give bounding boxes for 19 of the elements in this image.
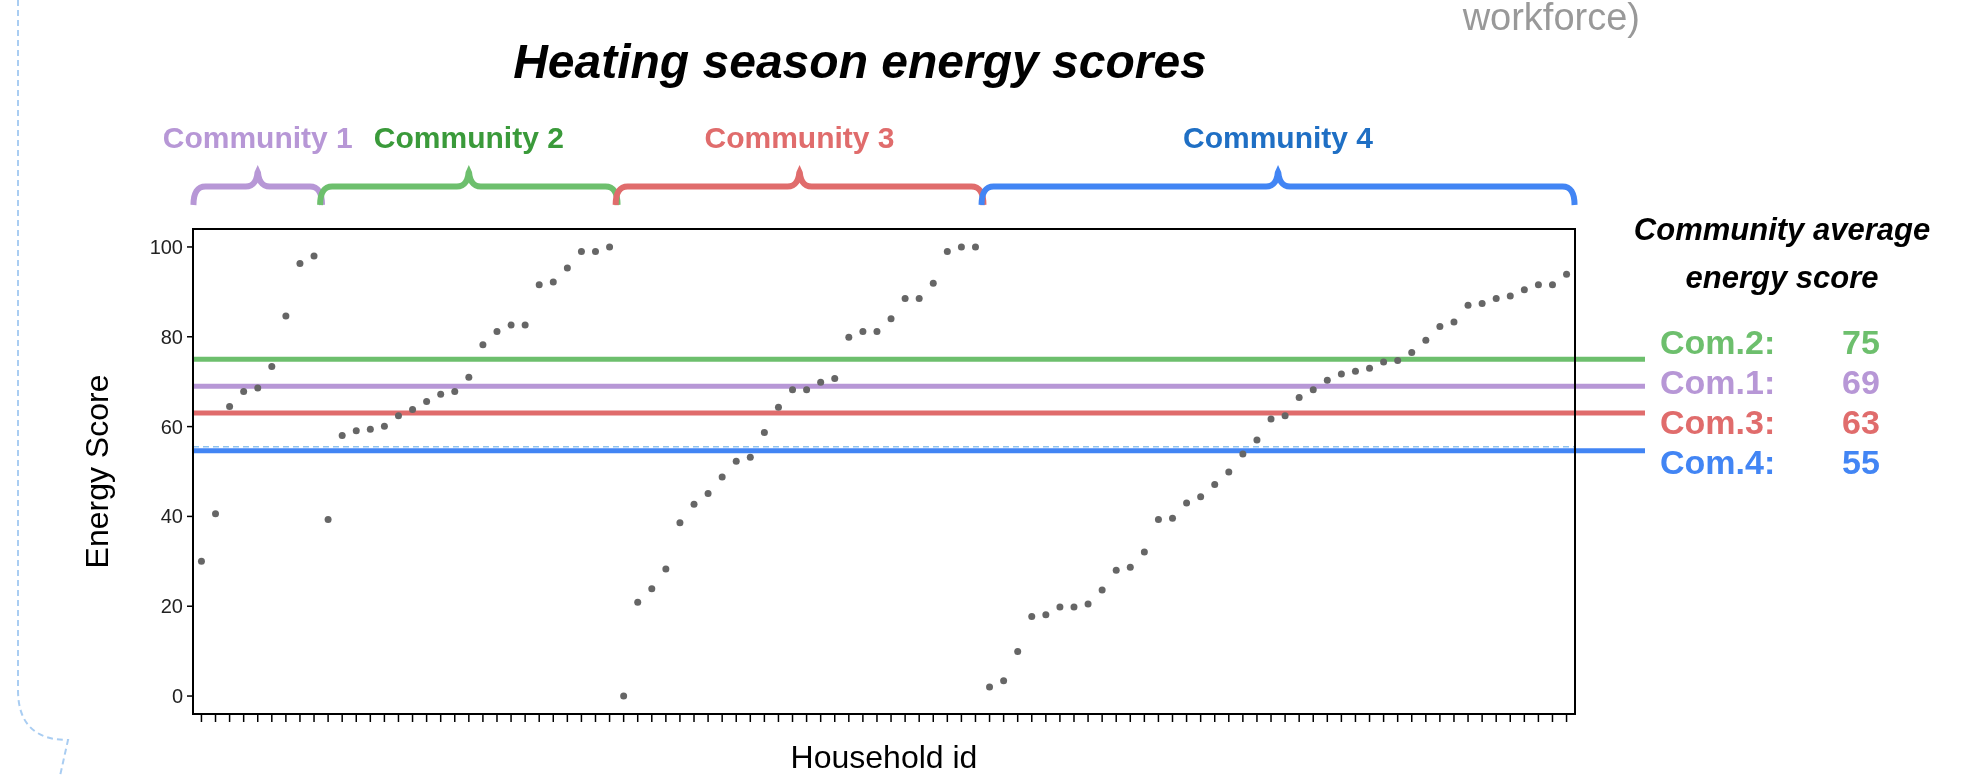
text: Com.3: 63 xyxy=(1660,403,1880,442)
text: Com.4: 55 xyxy=(1660,443,1880,482)
text: Com.2: 75 xyxy=(1660,323,1880,362)
text: Community average energy score xyxy=(1633,212,1931,295)
y-tick-label: 20 xyxy=(160,595,183,618)
chart-title: Heating season energy scores xyxy=(513,35,1207,88)
y-tick-label: 100 xyxy=(149,235,183,258)
y-axis-title: Energy Score xyxy=(79,374,115,569)
text: Community 4 xyxy=(1183,121,1374,154)
text: Com.1: 69 xyxy=(1660,363,1880,402)
text: workforce) xyxy=(1461,0,1640,38)
y-tick-label: 80 xyxy=(160,325,183,348)
y-tick-label: 40 xyxy=(160,505,183,528)
y-tick-label: 0 xyxy=(171,685,183,708)
text: Community 2 xyxy=(373,121,564,154)
x-axis-title: Household id xyxy=(790,739,978,775)
text: Community 1 xyxy=(162,121,353,154)
text: Community 3 xyxy=(704,121,895,154)
y-tick-label: 60 xyxy=(160,415,183,438)
